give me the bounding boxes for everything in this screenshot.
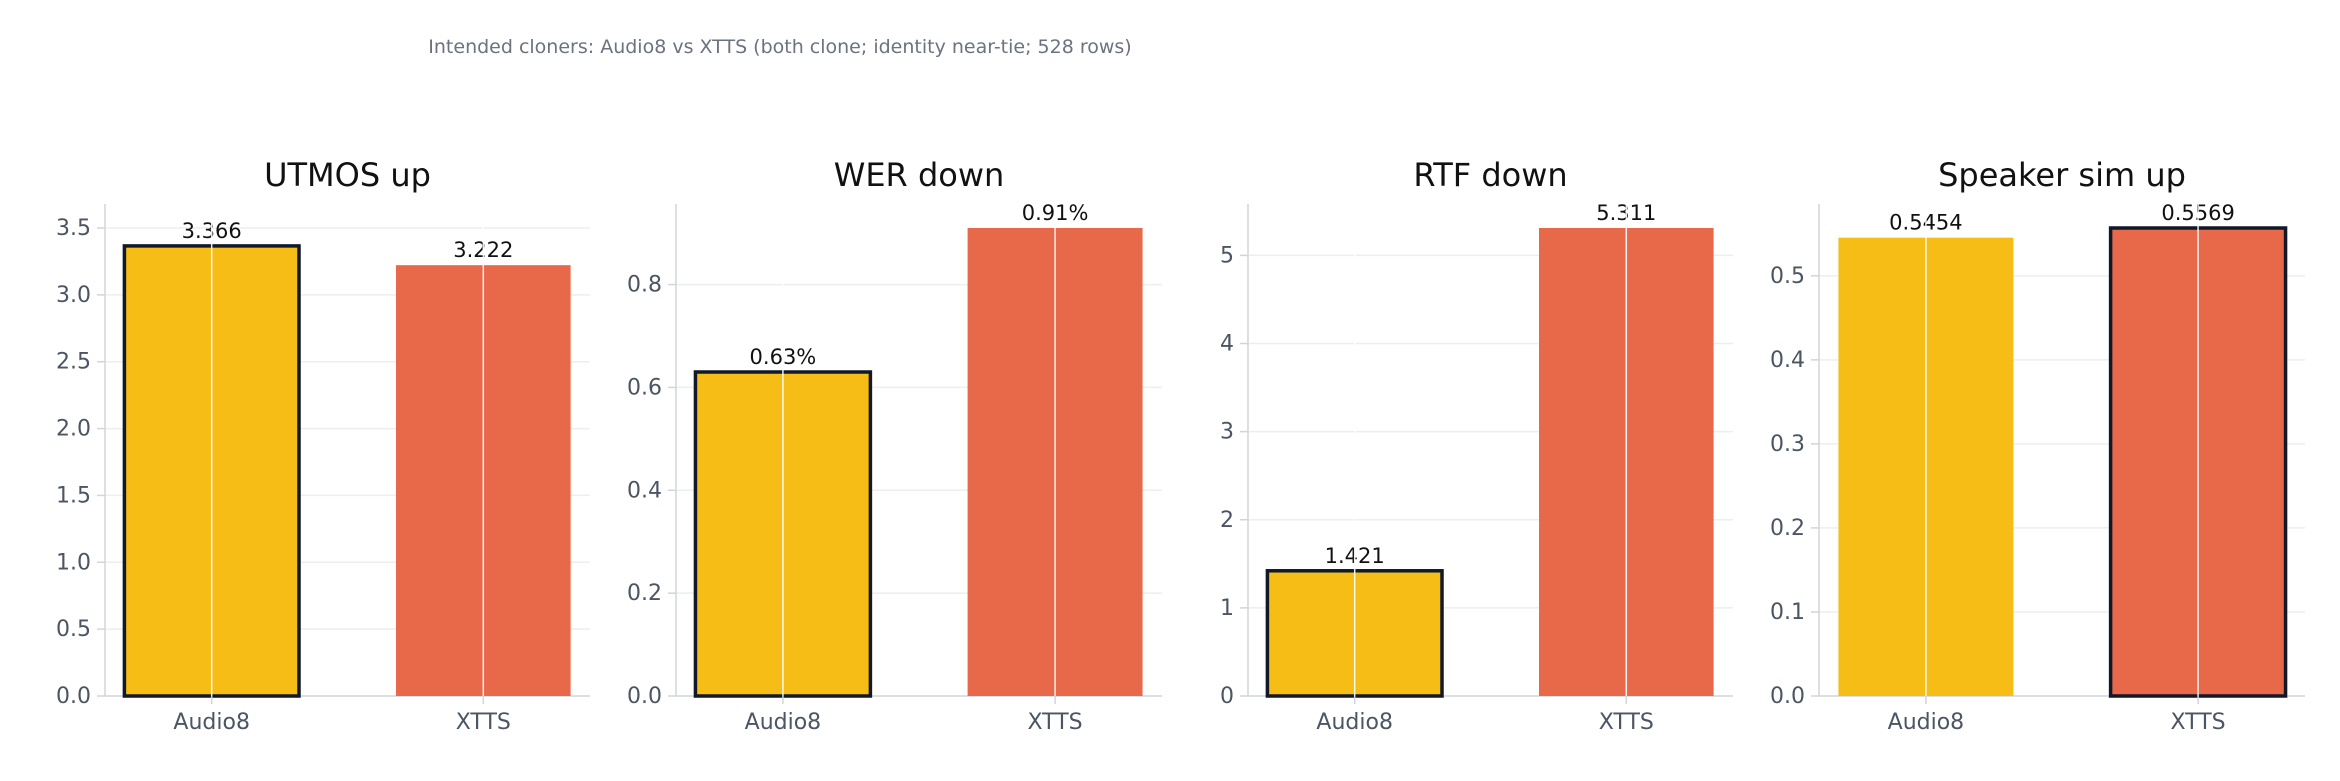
chart-1-ytick-label-2: 1.0 (56, 550, 91, 575)
chart-2-xtick-label-xtts: XTTS (1028, 710, 1083, 735)
chart-3-ytick-label-3: 3 (1220, 420, 1234, 445)
chart-1-xtick-label-xtts: XTTS (456, 710, 511, 735)
chart-3-xtick-label-xtts: XTTS (1599, 710, 1654, 735)
chart-3-ytick-label-0: 0 (1220, 684, 1234, 709)
chart-1-ytick-label-7: 3.5 (56, 216, 91, 241)
chart-1-ytick-label-6: 3.0 (56, 283, 91, 308)
chart-1-ytick-label-1: 0.5 (56, 617, 91, 642)
chart-4-xtick-label-audio8: Audio8 (1888, 710, 1965, 735)
chart-4-xtick-label-xtts: XTTS (2171, 710, 2226, 735)
chart-3-ytick-label-5: 5 (1220, 243, 1234, 268)
chart-3-ytick-label-1: 1 (1220, 596, 1234, 621)
chart-2-ytick-label-1: 0.2 (627, 581, 662, 606)
chart-2-ytick-label-2: 0.4 (627, 478, 662, 503)
chart-1-title: UTMOS up (264, 156, 431, 194)
chart-4-ytick-label-5: 0.5 (1770, 264, 1805, 289)
chart-4-ytick-label-3: 0.3 (1770, 432, 1805, 457)
chart-3-xtick-label-audio8: Audio8 (1316, 710, 1393, 735)
chart-4-ytick-label-1: 0.1 (1770, 600, 1805, 625)
chart-4-ytick-label-4: 0.4 (1770, 348, 1805, 373)
chart-3-ytick-label-4: 4 (1220, 332, 1234, 357)
chart-3-ytick-label-2: 2 (1220, 508, 1234, 533)
chart-3-title: RTF down (1413, 156, 1567, 194)
chart-2-ytick-label-0: 0.0 (627, 684, 662, 709)
chart-2-title: WER down (834, 156, 1005, 194)
chart-1-ytick-label-3: 1.5 (56, 483, 91, 508)
chart-1-ytick-label-5: 2.5 (56, 350, 91, 375)
chart-4-ytick-label-2: 0.2 (1770, 516, 1805, 541)
chart-1-ytick-label-4: 2.0 (56, 417, 91, 442)
figure-suptitle: Intended cloners: Audio8 vs XTTS (both c… (428, 36, 1132, 58)
chart-2-xtick-label-audio8: Audio8 (745, 710, 822, 735)
chart-1-ytick-label-0: 0.0 (56, 684, 91, 709)
chart-1-xtick-label-audio8: Audio8 (173, 710, 250, 735)
chart-2-ytick-label-3: 0.6 (627, 375, 662, 400)
chart-4-title: Speaker sim up (1938, 156, 2186, 194)
chart-4-ytick-label-0: 0.0 (1770, 684, 1805, 709)
chart-2-ytick-label-4: 0.8 (627, 273, 662, 298)
